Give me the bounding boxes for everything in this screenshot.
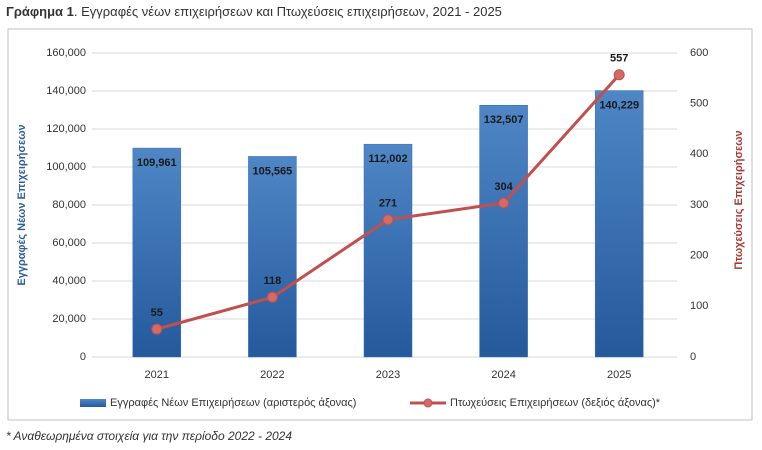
legend-swatch — [80, 399, 106, 407]
bar — [479, 104, 528, 358]
y-tick-label: 60,000 — [52, 237, 86, 249]
y-tick-label: 20,000 — [52, 313, 86, 325]
x-tick-label: 2022 — [260, 369, 284, 381]
y-tick-label: 140,000 — [46, 85, 86, 97]
line-value-label: 557 — [610, 53, 628, 65]
y2-tick-label: 0 — [690, 351, 696, 363]
x-tick-label: 2021 — [145, 369, 169, 381]
y2-tick-label: 200 — [690, 250, 708, 262]
line-value-label: 271 — [379, 198, 397, 210]
y2-tick-label: 600 — [690, 47, 708, 59]
x-tick-label: 2025 — [607, 369, 631, 381]
y-axis-label: Εγγραφές Νέων Επιχειρήσεων — [16, 124, 28, 285]
bar — [132, 147, 182, 358]
y-tick-label: 100,000 — [46, 161, 86, 173]
bar — [248, 156, 297, 358]
y-tick-label: 160,000 — [46, 47, 86, 59]
line-value-label: 118 — [264, 275, 282, 287]
line-marker — [498, 197, 510, 209]
bar-value-label: 112,002 — [368, 153, 407, 165]
line-value-label: 304 — [494, 181, 513, 193]
chart-frame — [7, 28, 753, 421]
bar — [594, 90, 644, 358]
bar-value-label: 105,565 — [253, 165, 293, 177]
legend-label: Εγγραφές Νέων Επιχειρήσεων (αριστερός άξ… — [110, 397, 356, 409]
footnote: * Αναθεωρημένα στοιχεία για την περίοδο … — [6, 429, 292, 443]
line-marker — [266, 291, 278, 303]
y-tick-label: 0 — [80, 351, 86, 363]
line-marker — [382, 214, 394, 226]
y-tick-label: 40,000 — [52, 275, 86, 287]
y-tick-label: 80,000 — [52, 199, 86, 211]
chart-title: Γράφημα 1. Εγγραφές νέων επιχειρήσεων κα… — [6, 4, 502, 19]
title-text: . Εγγραφές νέων επιχειρήσεων και Πτωχεύσ… — [74, 4, 502, 19]
y2-tick-label: 400 — [690, 148, 708, 160]
y2-tick-label: 500 — [690, 98, 708, 110]
y2-tick-label: 300 — [690, 199, 708, 211]
line-value-label: 55 — [151, 307, 163, 319]
y2-tick-label: 100 — [690, 300, 708, 312]
line-marker — [613, 69, 625, 81]
bar — [363, 143, 413, 358]
legend-label: Πτωχεύσεις Επιχειρήσεων (δεξιός άξονας)* — [450, 397, 661, 409]
x-tick-label: 2023 — [376, 369, 400, 381]
title-prefix: Γράφημα 1 — [6, 4, 74, 19]
bar-value-label: 132,507 — [484, 114, 524, 126]
y2-axis-label: Πτωχεύσεις Επιχειρήσεων — [733, 130, 745, 269]
x-tick-label: 2024 — [491, 369, 515, 381]
bar-value-label: 109,961 — [137, 157, 177, 169]
line-marker — [151, 323, 163, 335]
y-tick-label: 120,000 — [46, 123, 86, 135]
bar-value-label: 140,229 — [599, 99, 639, 111]
legend-marker — [423, 398, 433, 408]
